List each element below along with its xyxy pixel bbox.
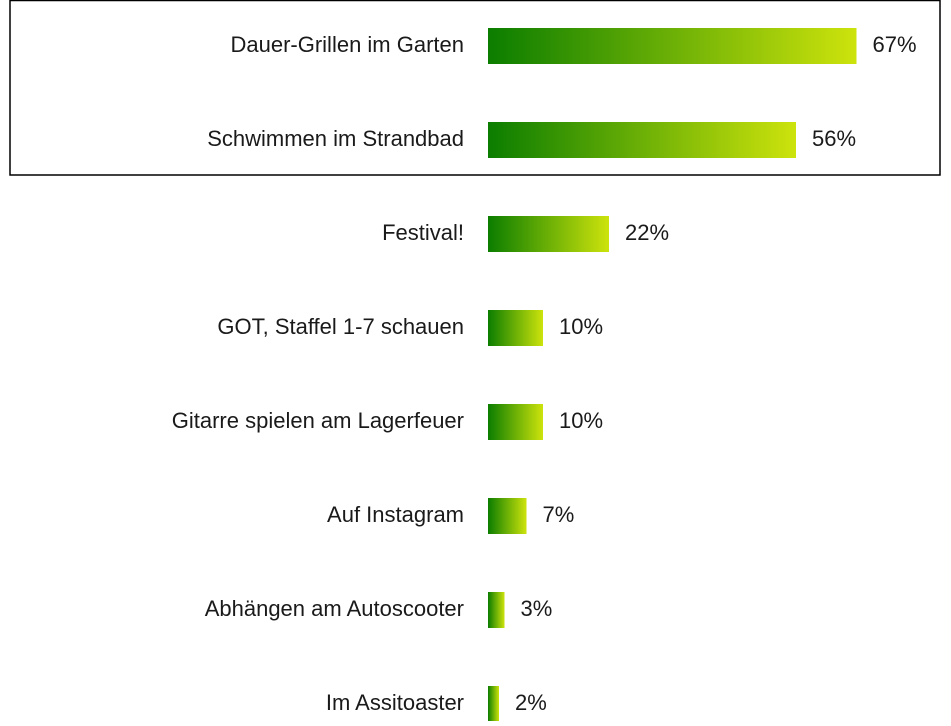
- value-label: 7%: [543, 502, 575, 527]
- bar: [488, 216, 609, 252]
- highlight-box: [9, 0, 941, 176]
- bar: [488, 310, 543, 346]
- bar: [488, 122, 796, 158]
- value-label: 10%: [559, 314, 603, 339]
- category-label: Dauer-Grillen im Garten: [230, 32, 464, 57]
- value-label: 10%: [559, 408, 603, 433]
- category-label: Abhängen am Autoscooter: [205, 596, 464, 621]
- value-label: 2%: [515, 690, 547, 715]
- category-label: GOT, Staffel 1-7 schauen: [217, 314, 464, 339]
- bar: [488, 404, 543, 440]
- category-label: Festival!: [382, 220, 464, 245]
- value-label: 67%: [873, 32, 917, 57]
- category-label: Im Assitoaster: [326, 690, 464, 715]
- bar: [488, 592, 505, 628]
- bar: [488, 28, 857, 64]
- value-label: 3%: [521, 596, 553, 621]
- category-label: Auf Instagram: [327, 502, 464, 527]
- value-label: 56%: [812, 126, 856, 151]
- category-label: Gitarre spielen am Lagerfeuer: [172, 408, 464, 433]
- bar: [488, 686, 499, 722]
- bar: [488, 498, 527, 534]
- value-label: 22%: [625, 220, 669, 245]
- category-label: Schwimmen im Strandbad: [207, 126, 464, 151]
